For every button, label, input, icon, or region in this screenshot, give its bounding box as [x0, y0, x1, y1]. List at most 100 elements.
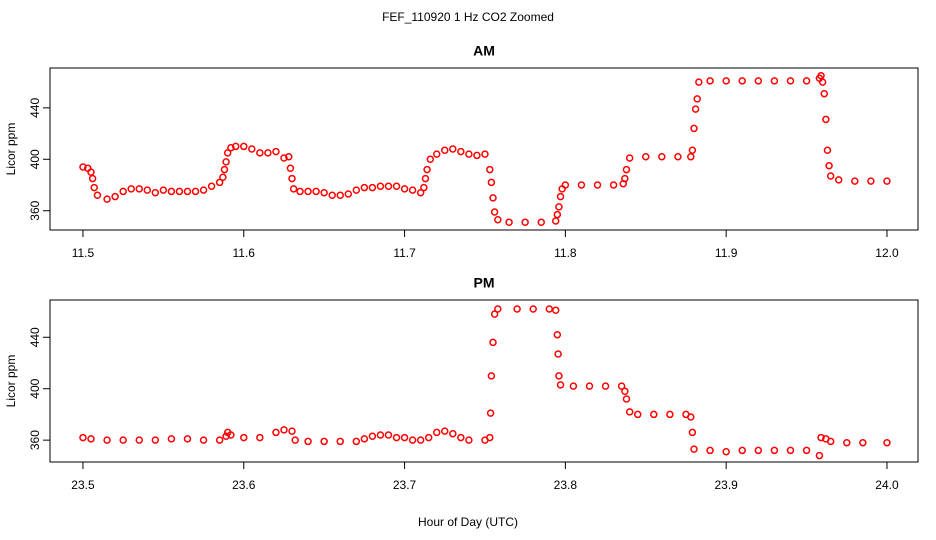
data-point	[577, 181, 586, 189]
data-point	[328, 191, 336, 200]
y-tick-label: 400	[28, 149, 42, 169]
data-point	[650, 410, 658, 419]
data-point	[207, 182, 216, 191]
data-point	[285, 152, 293, 161]
data-point	[119, 436, 127, 444]
data-point	[449, 429, 457, 438]
data-point	[215, 178, 224, 187]
x-tick-label: 23.6	[232, 478, 256, 492]
data-point	[642, 152, 650, 161]
panel-title: PM	[474, 275, 495, 291]
data-point	[424, 433, 433, 442]
data-point	[883, 177, 891, 185]
data-point	[127, 185, 135, 193]
y-tick-label: 400	[28, 378, 42, 398]
data-point	[240, 433, 248, 442]
x-axis-label: Hour of Day (UTC)	[418, 515, 518, 529]
data-point	[823, 146, 832, 155]
data-point	[834, 176, 843, 184]
data-point	[609, 181, 618, 189]
data-point	[722, 447, 730, 456]
plot-frame	[49, 299, 919, 463]
data-point	[622, 395, 631, 403]
x-tick-label: 11.8	[554, 246, 577, 260]
data-point	[555, 203, 563, 211]
data-point	[135, 436, 143, 444]
data-point	[561, 181, 570, 189]
data-point	[151, 188, 160, 197]
data-point	[408, 436, 417, 444]
data-point	[822, 115, 830, 124]
data-point	[304, 437, 312, 446]
data-point	[336, 437, 344, 446]
data-point	[556, 381, 565, 389]
data-point	[802, 77, 811, 85]
data-point	[487, 372, 496, 380]
data-point	[537, 218, 545, 227]
data-point	[555, 372, 563, 380]
data-point	[159, 186, 168, 194]
data-point	[376, 182, 385, 191]
data-point	[223, 149, 232, 157]
data-point	[859, 438, 867, 447]
data-point	[87, 435, 95, 443]
y-tick-label: 440	[28, 327, 42, 347]
data-point	[416, 188, 425, 197]
data-point	[344, 190, 353, 198]
data-point	[240, 142, 248, 151]
data-point	[432, 150, 441, 158]
data-point	[754, 446, 763, 455]
data-point	[264, 149, 272, 157]
data-point	[272, 428, 280, 437]
data-point	[288, 174, 296, 183]
x-tick-label: 11.9	[715, 246, 738, 260]
data-point	[289, 185, 298, 193]
data-point	[513, 305, 521, 313]
y-tick-label: 360	[28, 200, 42, 220]
data-point	[400, 185, 409, 193]
data-point	[553, 330, 562, 339]
x-tick-label: 24.0	[875, 478, 899, 492]
data-point	[529, 305, 537, 313]
x-tick-label: 11.6	[233, 246, 256, 260]
data-point	[593, 181, 602, 189]
data-point	[183, 435, 192, 443]
data-point	[706, 446, 714, 455]
data-point	[691, 105, 700, 113]
data-point	[487, 178, 496, 187]
data-point	[93, 191, 102, 200]
data-point	[88, 174, 97, 183]
y-axis-label: Licor ppm	[4, 355, 18, 408]
data-point	[222, 158, 230, 166]
data-point	[79, 163, 87, 171]
data-point	[851, 177, 859, 185]
data-point	[219, 173, 227, 182]
data-point	[569, 382, 578, 390]
data-point	[457, 433, 465, 442]
x-tick-label: 12.0	[875, 246, 899, 260]
data-point	[457, 147, 465, 156]
data-point	[820, 89, 829, 98]
data-point	[384, 431, 393, 439]
x-tick-label: 23.9	[714, 478, 738, 492]
data-point	[111, 192, 119, 201]
data-point	[183, 187, 192, 196]
data-point	[553, 210, 562, 219]
data-point	[802, 446, 811, 455]
data-point	[551, 217, 560, 225]
data-point	[291, 436, 299, 444]
data-point	[352, 186, 361, 194]
data-point	[368, 183, 377, 192]
data-point	[376, 431, 385, 439]
data-point	[556, 192, 565, 201]
data-point	[304, 187, 312, 196]
data-point	[312, 187, 320, 196]
data-point	[494, 215, 502, 224]
data-point	[256, 433, 264, 442]
data-point	[770, 446, 779, 455]
x-tick-label: 23.5	[71, 478, 95, 492]
data-point	[426, 155, 435, 164]
data-point	[690, 124, 698, 133]
data-point	[400, 433, 409, 442]
